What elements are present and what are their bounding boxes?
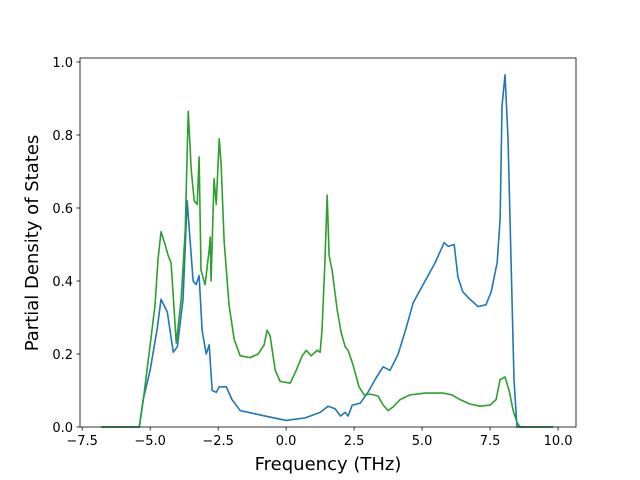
y-tick-label: 0.0 — [52, 421, 73, 436]
series-line — [101, 110, 554, 428]
y-tick-label: 0.8 — [52, 129, 73, 144]
x-tick-label: −2.5 — [202, 434, 234, 449]
plot-frame — [79, 57, 577, 428]
y-tick-label: 0.6 — [52, 202, 73, 217]
x-tick-label: 2.5 — [344, 434, 365, 449]
x-tick-label: 0.0 — [276, 434, 297, 449]
x-axis-label: Frequency (THz) — [255, 454, 402, 475]
y-tick-label: 1.0 — [52, 56, 73, 71]
y-axis-label: Partial Density of States — [22, 135, 43, 352]
y-tick-label: 0.4 — [52, 275, 73, 290]
x-tick-label: −5.0 — [134, 434, 166, 449]
series-line — [101, 73, 554, 428]
y-tick-label: 0.2 — [52, 348, 73, 363]
x-tick-label: 5.0 — [412, 434, 433, 449]
x-tick-label: −7.5 — [66, 434, 98, 449]
x-tick-label: 7.5 — [480, 434, 501, 449]
x-tick-label: 10.0 — [544, 434, 573, 449]
